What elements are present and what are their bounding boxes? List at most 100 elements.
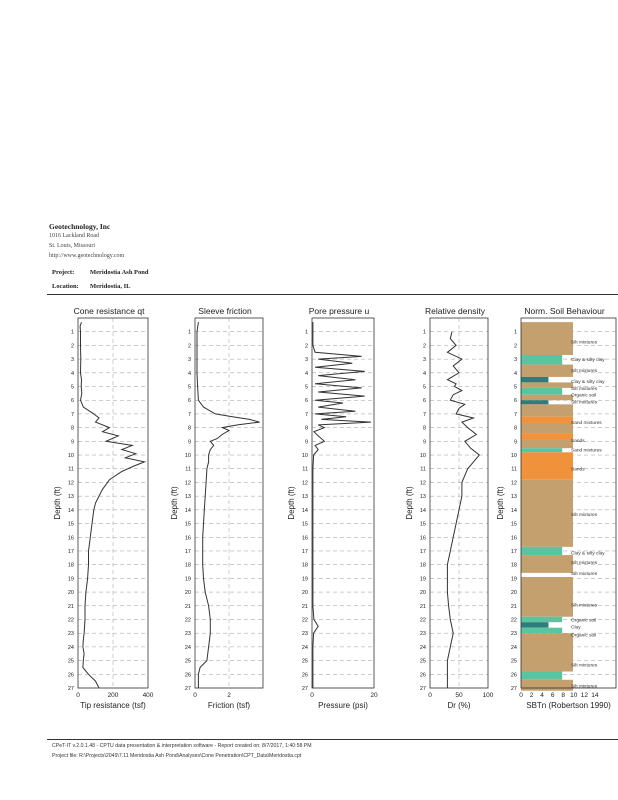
depth-tick-label: 1	[514, 330, 517, 336]
chart-title: Sleeve friction	[198, 306, 252, 316]
depth-tick-label: 27	[68, 686, 74, 692]
depth-tick-label: 6	[188, 398, 191, 404]
depth-tick-label: 27	[185, 686, 191, 692]
depth-tick-label: 4	[514, 371, 517, 377]
soil-behaviour-label: Silt mixtures	[571, 571, 598, 577]
soil-layer-bar	[521, 365, 573, 377]
depth-tick-label: 10	[68, 453, 74, 459]
depth-tick-label: 21	[185, 604, 191, 610]
depth-tick-label: 25	[302, 659, 308, 665]
footer-line-1: CPeT-IT v.2.0.1.48 - CPTU data presentat…	[52, 743, 312, 749]
depth-tick-label: 19	[420, 576, 426, 582]
depth-tick-label: 26	[302, 672, 308, 678]
soil-behaviour-label: Clay & silty clay	[571, 379, 605, 385]
depth-tick-label: 4	[71, 371, 74, 377]
depth-tick-label: 7	[423, 412, 426, 418]
depth-tick-label: 9	[514, 439, 517, 445]
depth-tick-label: 25	[185, 659, 191, 665]
depth-tick-label: 9	[188, 439, 191, 445]
depth-tick-label: 13	[185, 494, 191, 500]
soil-layer-bar	[521, 404, 573, 416]
depth-tick-label: 2	[188, 343, 191, 349]
x-tick-label: 50	[455, 692, 463, 699]
depth-tick-label: 21	[302, 604, 308, 610]
depth-tick-label: 16	[185, 535, 191, 541]
soil-layer-bar	[521, 433, 573, 440]
depth-tick-label: 4	[305, 371, 308, 377]
soil-behaviour-label: Sands	[571, 438, 585, 444]
depth-tick-label: 17	[185, 549, 191, 555]
soil-layer-bar	[521, 452, 573, 479]
footer-line-2: Project file: R:\Projects\2049\7.11 Meri…	[52, 753, 301, 759]
soil-layer-bar	[521, 622, 548, 627]
soil-behaviour-label: Organic soil	[571, 633, 596, 639]
depth-tick-label: 11	[185, 467, 191, 473]
soil-layer-bar	[521, 400, 548, 404]
depth-tick-label: 6	[514, 398, 517, 404]
soil-layer-bar	[521, 628, 562, 633]
depth-tick-label: 11	[420, 467, 426, 473]
depth-tick-label: 19	[185, 576, 191, 582]
depth-tick-label: 5	[423, 385, 426, 391]
depth-tick-label: 3	[514, 357, 517, 363]
data-series-line	[197, 322, 260, 688]
soil-layer-bar	[521, 395, 573, 400]
x-tick-label: 0	[193, 692, 197, 699]
depth-tick-label: 11	[68, 467, 74, 473]
depth-tick-label: 12	[185, 480, 191, 486]
soil-layer-bar	[521, 672, 562, 680]
depth-tick-label: 20	[302, 590, 308, 596]
depth-tick-label: 5	[188, 385, 191, 391]
depth-tick-label: 27	[511, 686, 517, 692]
depth-tick-label: 14	[68, 508, 74, 514]
depth-tick-label: 26	[185, 672, 191, 678]
depth-tick-label: 1	[188, 330, 191, 336]
depth-tick-label: 24	[185, 645, 191, 651]
depth-tick-label: 10	[185, 453, 191, 459]
soil-behaviour-label: Silt mixtures	[571, 386, 598, 392]
depth-tick-label: 11	[302, 467, 308, 473]
depth-tick-label: 5	[305, 385, 308, 391]
depth-tick-label: 21	[420, 604, 426, 610]
depth-tick-label: 16	[68, 535, 74, 541]
soil-behaviour-label: Silt mixtures	[571, 602, 598, 608]
depth-tick-label: 15	[185, 522, 191, 528]
depth-tick-label: 24	[511, 645, 517, 651]
x-tick-label: 400	[143, 692, 154, 699]
depth-tick-label: 17	[420, 549, 426, 555]
depth-tick-label: 3	[305, 357, 308, 363]
soil-layer-bar	[521, 322, 573, 355]
depth-tick-label: 1	[71, 330, 74, 336]
depth-tick-label: 7	[71, 412, 74, 418]
depth-tick-label: 7	[305, 412, 308, 418]
depth-tick-label: 12	[302, 480, 308, 486]
soil-layer-bar	[521, 382, 573, 387]
depth-tick-label: 25	[420, 659, 426, 665]
soil-layer-bar	[521, 680, 573, 691]
depth-tick-label: 13	[511, 494, 517, 500]
x-tick-label: 0	[76, 692, 80, 699]
depth-tick-label: 10	[420, 453, 426, 459]
depth-tick-label: 7	[188, 412, 191, 418]
depth-tick-label: 27	[420, 686, 426, 692]
depth-tick-label: 11	[511, 467, 517, 473]
depth-tick-label: 18	[302, 563, 308, 569]
depth-tick-label: 17	[68, 549, 74, 555]
depth-tick-label: 23	[68, 631, 74, 637]
depth-tick-label: 2	[71, 343, 74, 349]
depth-tick-label: 15	[68, 522, 74, 528]
x-tick-label: 8	[561, 692, 565, 699]
depth-tick-label: 8	[423, 426, 426, 432]
depth-tick-label: 23	[302, 631, 308, 637]
depth-tick-label: 3	[188, 357, 191, 363]
soil-layer-bar	[521, 617, 562, 622]
depth-tick-label: 10	[511, 453, 517, 459]
footer-divider	[47, 739, 618, 740]
depth-tick-label: 7	[514, 412, 517, 418]
depth-tick-label: 23	[420, 631, 426, 637]
soil-behaviour-label: Clay & silty clay	[571, 357, 605, 363]
depth-tick-label: 16	[302, 535, 308, 541]
depth-tick-label: 14	[511, 508, 517, 514]
depth-tick-label: 26	[68, 672, 74, 678]
x-axis-label: Friction (tsf)	[208, 701, 251, 710]
